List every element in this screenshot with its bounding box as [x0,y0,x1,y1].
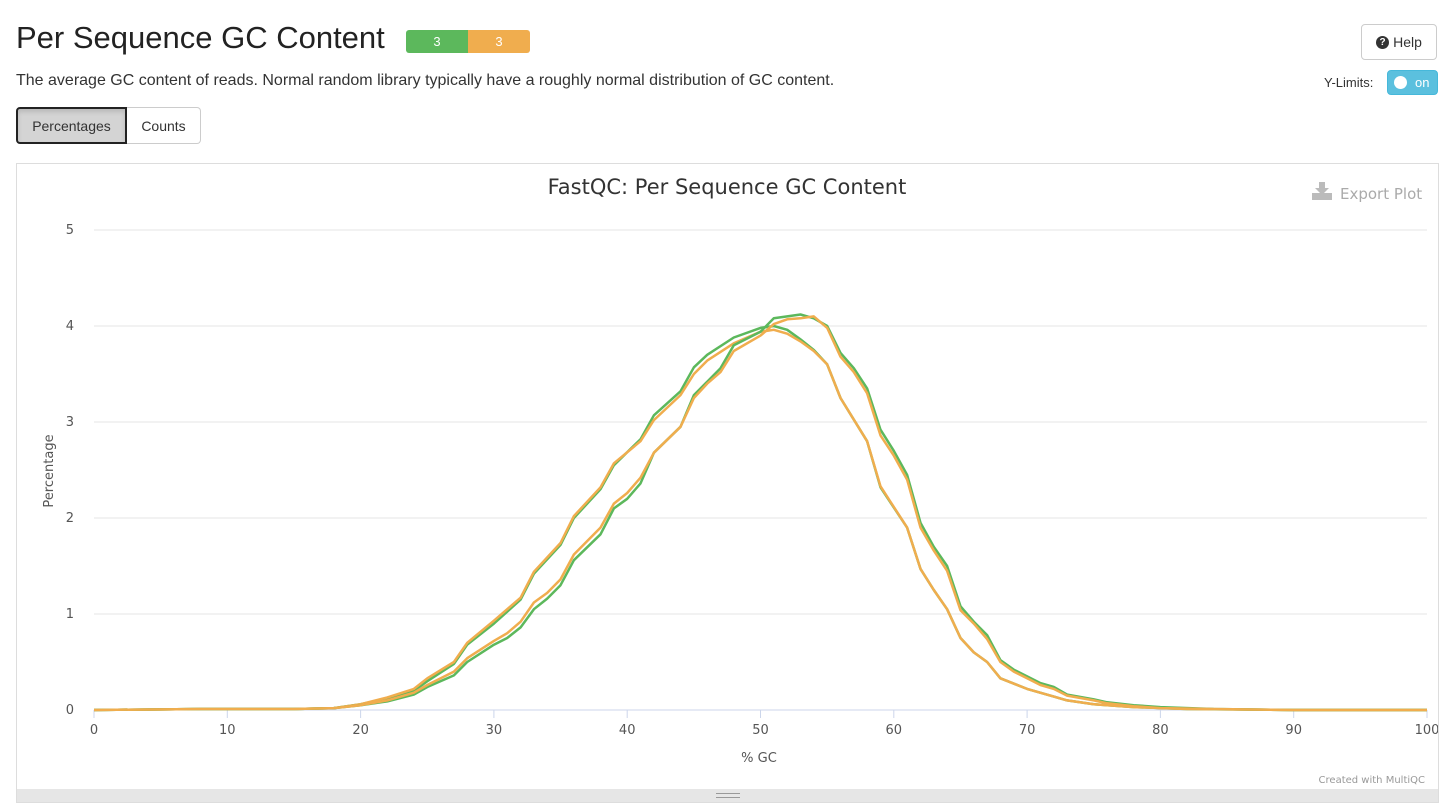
toggle-state: on [1415,75,1430,90]
grip-icon [716,793,740,798]
y-tick-label: 0 [66,703,74,718]
toggle-knob [1394,76,1407,89]
series-line [93,328,1427,712]
plot-resize-handle[interactable] [17,789,1438,802]
x-tick-label: 10 [219,723,236,738]
help-button[interactable]: ? Help [1361,24,1437,60]
x-tick-label: 90 [1285,723,1302,738]
x-tick-label: 20 [352,723,369,738]
gc-content-chart: FastQC: Per Sequence GC Content Export P… [42,175,1439,786]
status-badges[interactable]: 3 3 [406,30,530,53]
export-plot-button[interactable]: Export Plot [1312,182,1422,203]
y-axis-ticks: 0 1 2 3 4 5 [66,223,74,718]
y-tick-label: 2 [66,511,74,526]
page-title: Per Sequence GC Content [16,20,385,55]
pass-count-badge[interactable]: 3 [406,30,468,53]
y-tick-label: 1 [66,607,74,622]
warn-count-badge[interactable]: 3 [468,30,530,53]
x-tick-label: 50 [752,723,769,738]
ylimits-toggle[interactable]: on [1387,70,1438,95]
help-label: Help [1393,34,1422,50]
ylimits-label: Y-Limits: [1324,75,1374,90]
x-tick-label: 30 [486,723,503,738]
y-tick-label: 5 [66,223,74,238]
download-icon [1312,182,1332,200]
y-axis-label: Percentage [42,434,57,507]
multiqc-credit: Created with MultiQC [1319,775,1425,786]
export-plot-label: Export Plot [1340,185,1422,203]
x-tick-label: 100 [1415,723,1438,738]
x-tick-label: 0 [90,723,98,738]
data-type-switch: Percentages Counts [16,107,201,144]
x-tick-label: 80 [1152,723,1169,738]
grid-lines [94,229,1427,711]
x-tick-label: 70 [1019,723,1036,738]
series-lines [93,313,1427,712]
y-tick-label: 3 [66,415,74,430]
plot-container: FastQC: Per Sequence GC Content Export P… [16,163,1439,803]
counts-button[interactable]: Counts [127,107,201,144]
section-description: The average GC content of reads. Normal … [16,72,835,89]
series-line [93,313,1427,712]
x-tick-label: 60 [886,723,903,738]
series-line [93,315,1427,712]
x-tick-label: 40 [619,723,636,738]
x-axis-label: % GC [741,751,777,766]
percentages-button[interactable]: Percentages [16,107,127,144]
y-tick-label: 4 [66,319,74,334]
x-axis-ticks: 0 10 20 30 40 50 60 70 80 90 100 [90,710,1439,738]
question-circle-icon: ? [1376,35,1390,49]
chart-title: FastQC: Per Sequence GC Content [548,175,907,199]
